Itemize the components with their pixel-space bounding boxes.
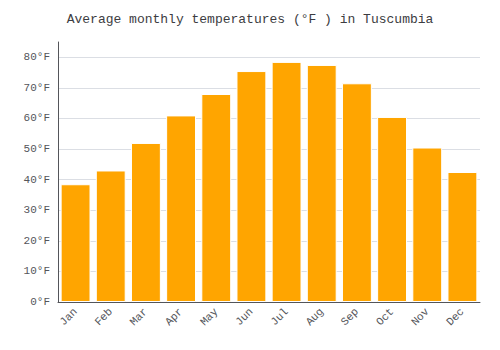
svg-text:Jul: Jul <box>268 306 290 328</box>
svg-text:40°F: 40°F <box>24 174 50 186</box>
svg-text:Oct: Oct <box>374 306 396 328</box>
svg-text:50°F: 50°F <box>24 143 50 155</box>
svg-text:Dec: Dec <box>444 306 466 328</box>
svg-text:60°F: 60°F <box>24 112 50 124</box>
svg-text:Sep: Sep <box>339 306 361 328</box>
svg-text:Jan: Jan <box>57 306 79 328</box>
svg-text:Average monthly temperatures (: Average monthly temperatures (°F ) in Tu… <box>67 12 434 27</box>
svg-text:70°F: 70°F <box>24 82 50 94</box>
svg-text:80°F: 80°F <box>24 51 50 63</box>
svg-text:May: May <box>198 305 221 328</box>
svg-text:20°F: 20°F <box>24 235 50 247</box>
svg-text:Aug: Aug <box>304 306 326 328</box>
svg-text:Jun: Jun <box>233 306 255 328</box>
svg-text:Nov: Nov <box>409 305 432 328</box>
svg-text:10°F: 10°F <box>24 265 50 277</box>
svg-text:Feb: Feb <box>93 306 115 328</box>
svg-text:Mar: Mar <box>128 306 150 328</box>
svg-text:30°F: 30°F <box>24 204 50 216</box>
svg-text:Apr: Apr <box>163 306 185 328</box>
svg-text:0°F: 0°F <box>30 296 50 308</box>
